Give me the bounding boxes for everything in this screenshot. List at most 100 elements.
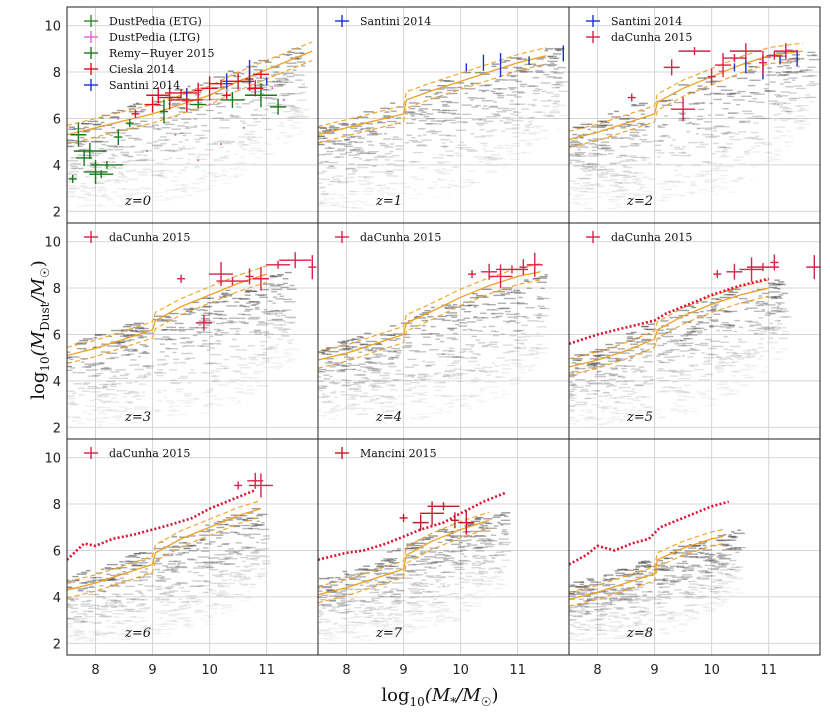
obs-point bbox=[157, 85, 182, 110]
obs-point bbox=[208, 103, 211, 106]
obs-point bbox=[159, 99, 168, 124]
obs-point bbox=[252, 266, 269, 291]
obs-point bbox=[758, 50, 767, 75]
obs-point bbox=[144, 96, 161, 113]
x-tick-label: 11 bbox=[258, 663, 275, 678]
obs-point bbox=[209, 262, 234, 287]
legend-entry: Santini 2014 bbox=[586, 15, 682, 28]
legend-label: daCunha 2015 bbox=[109, 447, 190, 460]
panel-frame bbox=[568, 6, 821, 224]
obs-point bbox=[722, 54, 747, 63]
obs-point bbox=[773, 43, 798, 60]
obs-point bbox=[140, 110, 143, 113]
y-tick-label: 10 bbox=[44, 452, 61, 467]
redshift-label: z=4 bbox=[375, 410, 402, 425]
panel-frame bbox=[317, 6, 570, 224]
y-tick-label: 8 bbox=[53, 66, 61, 81]
obs-point bbox=[222, 91, 231, 100]
obs-series-santini bbox=[465, 45, 564, 78]
redshift-label: z=1 bbox=[375, 194, 402, 209]
y-tick-label: 6 bbox=[53, 328, 61, 343]
upper-percentile-line bbox=[67, 265, 267, 348]
lower-percentile-line bbox=[67, 281, 267, 365]
legend-entry: daCunha 2015 bbox=[84, 447, 190, 460]
obs-point bbox=[308, 255, 317, 280]
legend-entry: Santini 2014 bbox=[84, 79, 180, 92]
obs-point bbox=[707, 68, 716, 85]
obs-point bbox=[663, 59, 680, 76]
obs-series-dacunha bbox=[177, 252, 317, 331]
obs-point bbox=[468, 270, 477, 279]
obs-point bbox=[73, 143, 106, 159]
model-density-cloud bbox=[318, 512, 512, 642]
legend-entry: daCunha 2015 bbox=[84, 231, 190, 244]
median-line bbox=[67, 273, 267, 357]
obs-point bbox=[216, 277, 249, 286]
redshift-label: z=3 bbox=[124, 410, 151, 425]
panel-frame bbox=[317, 222, 570, 440]
obs-point bbox=[519, 259, 528, 276]
legend-entry: Remy−Ruyer 2015 bbox=[84, 47, 215, 60]
obs-point bbox=[481, 263, 498, 280]
panel-7: 2 4 6 8 10 8 9 10 11 daCunha 2015 z=6 bbox=[44, 438, 319, 678]
y-tick-label: 10 bbox=[44, 236, 61, 251]
lower-percentile-line bbox=[318, 279, 541, 369]
lower-percentile-line bbox=[318, 63, 547, 144]
obs-point bbox=[627, 93, 636, 102]
obs-point bbox=[146, 87, 171, 104]
obs-series-remy bbox=[68, 83, 287, 184]
obs-point bbox=[729, 43, 762, 60]
obs-point bbox=[70, 122, 87, 147]
obs-point bbox=[282, 98, 285, 101]
obs-point bbox=[279, 252, 312, 269]
obs-series-dacunha bbox=[234, 472, 273, 498]
obs-point bbox=[220, 91, 245, 108]
panel-1: 2 4 6 8 10 DustPedia (ETG) DustPedia (LTG) Remy… bbox=[44, 6, 319, 224]
obs-point bbox=[271, 87, 274, 90]
panel-3: Santini 2014 daCunha 2015 z=2 bbox=[568, 6, 821, 224]
redshift-label: z=5 bbox=[626, 410, 653, 425]
obs-point bbox=[234, 481, 243, 490]
obs-series-santini bbox=[186, 60, 268, 97]
y-tick-label: 8 bbox=[53, 282, 61, 297]
obs-point bbox=[201, 76, 218, 101]
y-tick-label: 4 bbox=[53, 159, 61, 174]
upper-percentile-line bbox=[67, 41, 313, 126]
y-tick-label: 4 bbox=[53, 591, 61, 606]
obs-point bbox=[746, 263, 779, 272]
obs-point bbox=[726, 263, 743, 280]
model-density-cloud bbox=[67, 507, 271, 642]
obs-point bbox=[195, 314, 212, 331]
panel-2: Santini 2014 z=1 bbox=[317, 6, 570, 224]
obs-point bbox=[90, 160, 123, 169]
obs-point bbox=[220, 143, 223, 146]
obs-point bbox=[165, 88, 198, 97]
redshift-label: z=6 bbox=[124, 626, 151, 641]
legend-label: Santini 2014 bbox=[611, 15, 682, 28]
obs-point bbox=[89, 170, 114, 179]
obs-point bbox=[488, 264, 513, 289]
y-tick-label: 6 bbox=[53, 544, 61, 559]
obs-point bbox=[244, 83, 277, 108]
upper-percentile-line bbox=[569, 279, 769, 360]
obs-point bbox=[678, 47, 711, 56]
obs-point bbox=[671, 97, 696, 122]
lower-percentile-line bbox=[67, 59, 313, 145]
panel-4: 2 4 6 8 10 daCunha 2015 z=3 bbox=[44, 222, 319, 440]
median-line bbox=[569, 50, 803, 141]
upper-percentile-line bbox=[67, 500, 262, 583]
upper-percentile-line bbox=[318, 47, 547, 128]
legend-entry: Santini 2014 bbox=[335, 15, 431, 28]
panel-plot-area bbox=[318, 223, 569, 439]
median-line bbox=[318, 55, 547, 136]
comparison-dotted-curve bbox=[67, 488, 256, 561]
obs-point bbox=[766, 51, 783, 60]
y-tick-label: 10 bbox=[44, 20, 61, 35]
legend-label: Santini 2014 bbox=[360, 15, 431, 28]
obs-point bbox=[125, 119, 134, 128]
obs-point bbox=[715, 53, 732, 78]
panel-plot-area bbox=[318, 7, 569, 223]
y-tick-label: 6 bbox=[53, 112, 61, 127]
obs-point bbox=[252, 70, 269, 79]
obs-point bbox=[131, 109, 140, 118]
